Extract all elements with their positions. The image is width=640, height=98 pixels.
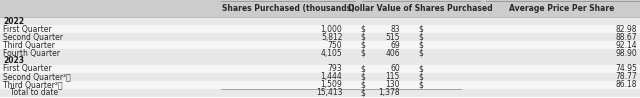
- Text: $: $: [360, 88, 365, 97]
- Text: $: $: [360, 80, 365, 89]
- Bar: [0, 0, 640, 17]
- Text: 98.90: 98.90: [615, 49, 637, 58]
- Text: Third Quarter²⧉: Third Quarter²⧉: [3, 80, 63, 89]
- Text: $: $: [418, 72, 423, 81]
- Bar: [0, 81, 640, 89]
- Text: 78.77: 78.77: [615, 72, 637, 81]
- Text: 1,509: 1,509: [321, 80, 342, 89]
- Bar: [0, 41, 640, 49]
- Text: Fourth Quarter: Fourth Quarter: [3, 49, 60, 58]
- Text: $: $: [418, 64, 423, 73]
- Bar: [0, 33, 640, 41]
- Text: Total to date: Total to date: [3, 88, 58, 97]
- Text: $: $: [360, 25, 365, 34]
- Text: First Quarter: First Quarter: [3, 64, 52, 73]
- Text: 515: 515: [385, 33, 400, 42]
- Text: 88.67: 88.67: [615, 33, 637, 42]
- Text: $: $: [418, 80, 423, 89]
- Text: 82.98: 82.98: [615, 25, 637, 34]
- Text: $: $: [360, 33, 365, 42]
- Text: $: $: [360, 72, 365, 81]
- Text: Average Price Per Share: Average Price Per Share: [509, 4, 614, 13]
- Text: 83: 83: [390, 25, 400, 34]
- Text: First Quarter: First Quarter: [3, 25, 52, 34]
- Bar: [0, 89, 640, 97]
- Text: $: $: [360, 49, 365, 58]
- Text: 793: 793: [328, 64, 342, 73]
- Text: 750: 750: [328, 41, 342, 50]
- Text: 60: 60: [390, 64, 400, 73]
- Text: Second Quarter²⧉: Second Quarter²⧉: [3, 72, 71, 81]
- Text: Dollar Value of Shares Purchased: Dollar Value of Shares Purchased: [348, 4, 493, 13]
- Text: 1,000: 1,000: [321, 25, 342, 34]
- Bar: [0, 65, 640, 73]
- Bar: [0, 49, 640, 57]
- Text: 4,105: 4,105: [321, 49, 342, 58]
- Text: 406: 406: [385, 49, 400, 58]
- Text: 1,444: 1,444: [321, 72, 342, 81]
- Bar: [0, 57, 640, 65]
- Bar: [0, 73, 640, 81]
- Text: 69: 69: [390, 41, 400, 50]
- Text: Shares Purchased (thousands): Shares Purchased (thousands): [221, 4, 355, 13]
- Text: $: $: [418, 41, 423, 50]
- Bar: [0, 25, 640, 33]
- Text: Second Quarter: Second Quarter: [3, 33, 63, 42]
- Text: 5,812: 5,812: [321, 33, 342, 42]
- Bar: [0, 17, 640, 25]
- Text: 15,413: 15,413: [316, 88, 342, 97]
- Text: 2022: 2022: [3, 17, 24, 26]
- Text: 92.14: 92.14: [615, 41, 637, 50]
- Text: $: $: [418, 25, 423, 34]
- Text: 86.18: 86.18: [615, 80, 637, 89]
- Text: $: $: [418, 49, 423, 58]
- Text: 74.95: 74.95: [615, 64, 637, 73]
- Text: 1,378: 1,378: [378, 88, 400, 97]
- Text: 130: 130: [385, 80, 400, 89]
- Text: Third Quarter: Third Quarter: [3, 41, 55, 50]
- Text: 115: 115: [386, 72, 400, 81]
- Text: $: $: [360, 64, 365, 73]
- Text: $: $: [418, 33, 423, 42]
- Text: $: $: [360, 41, 365, 50]
- Text: 2023: 2023: [3, 56, 24, 65]
